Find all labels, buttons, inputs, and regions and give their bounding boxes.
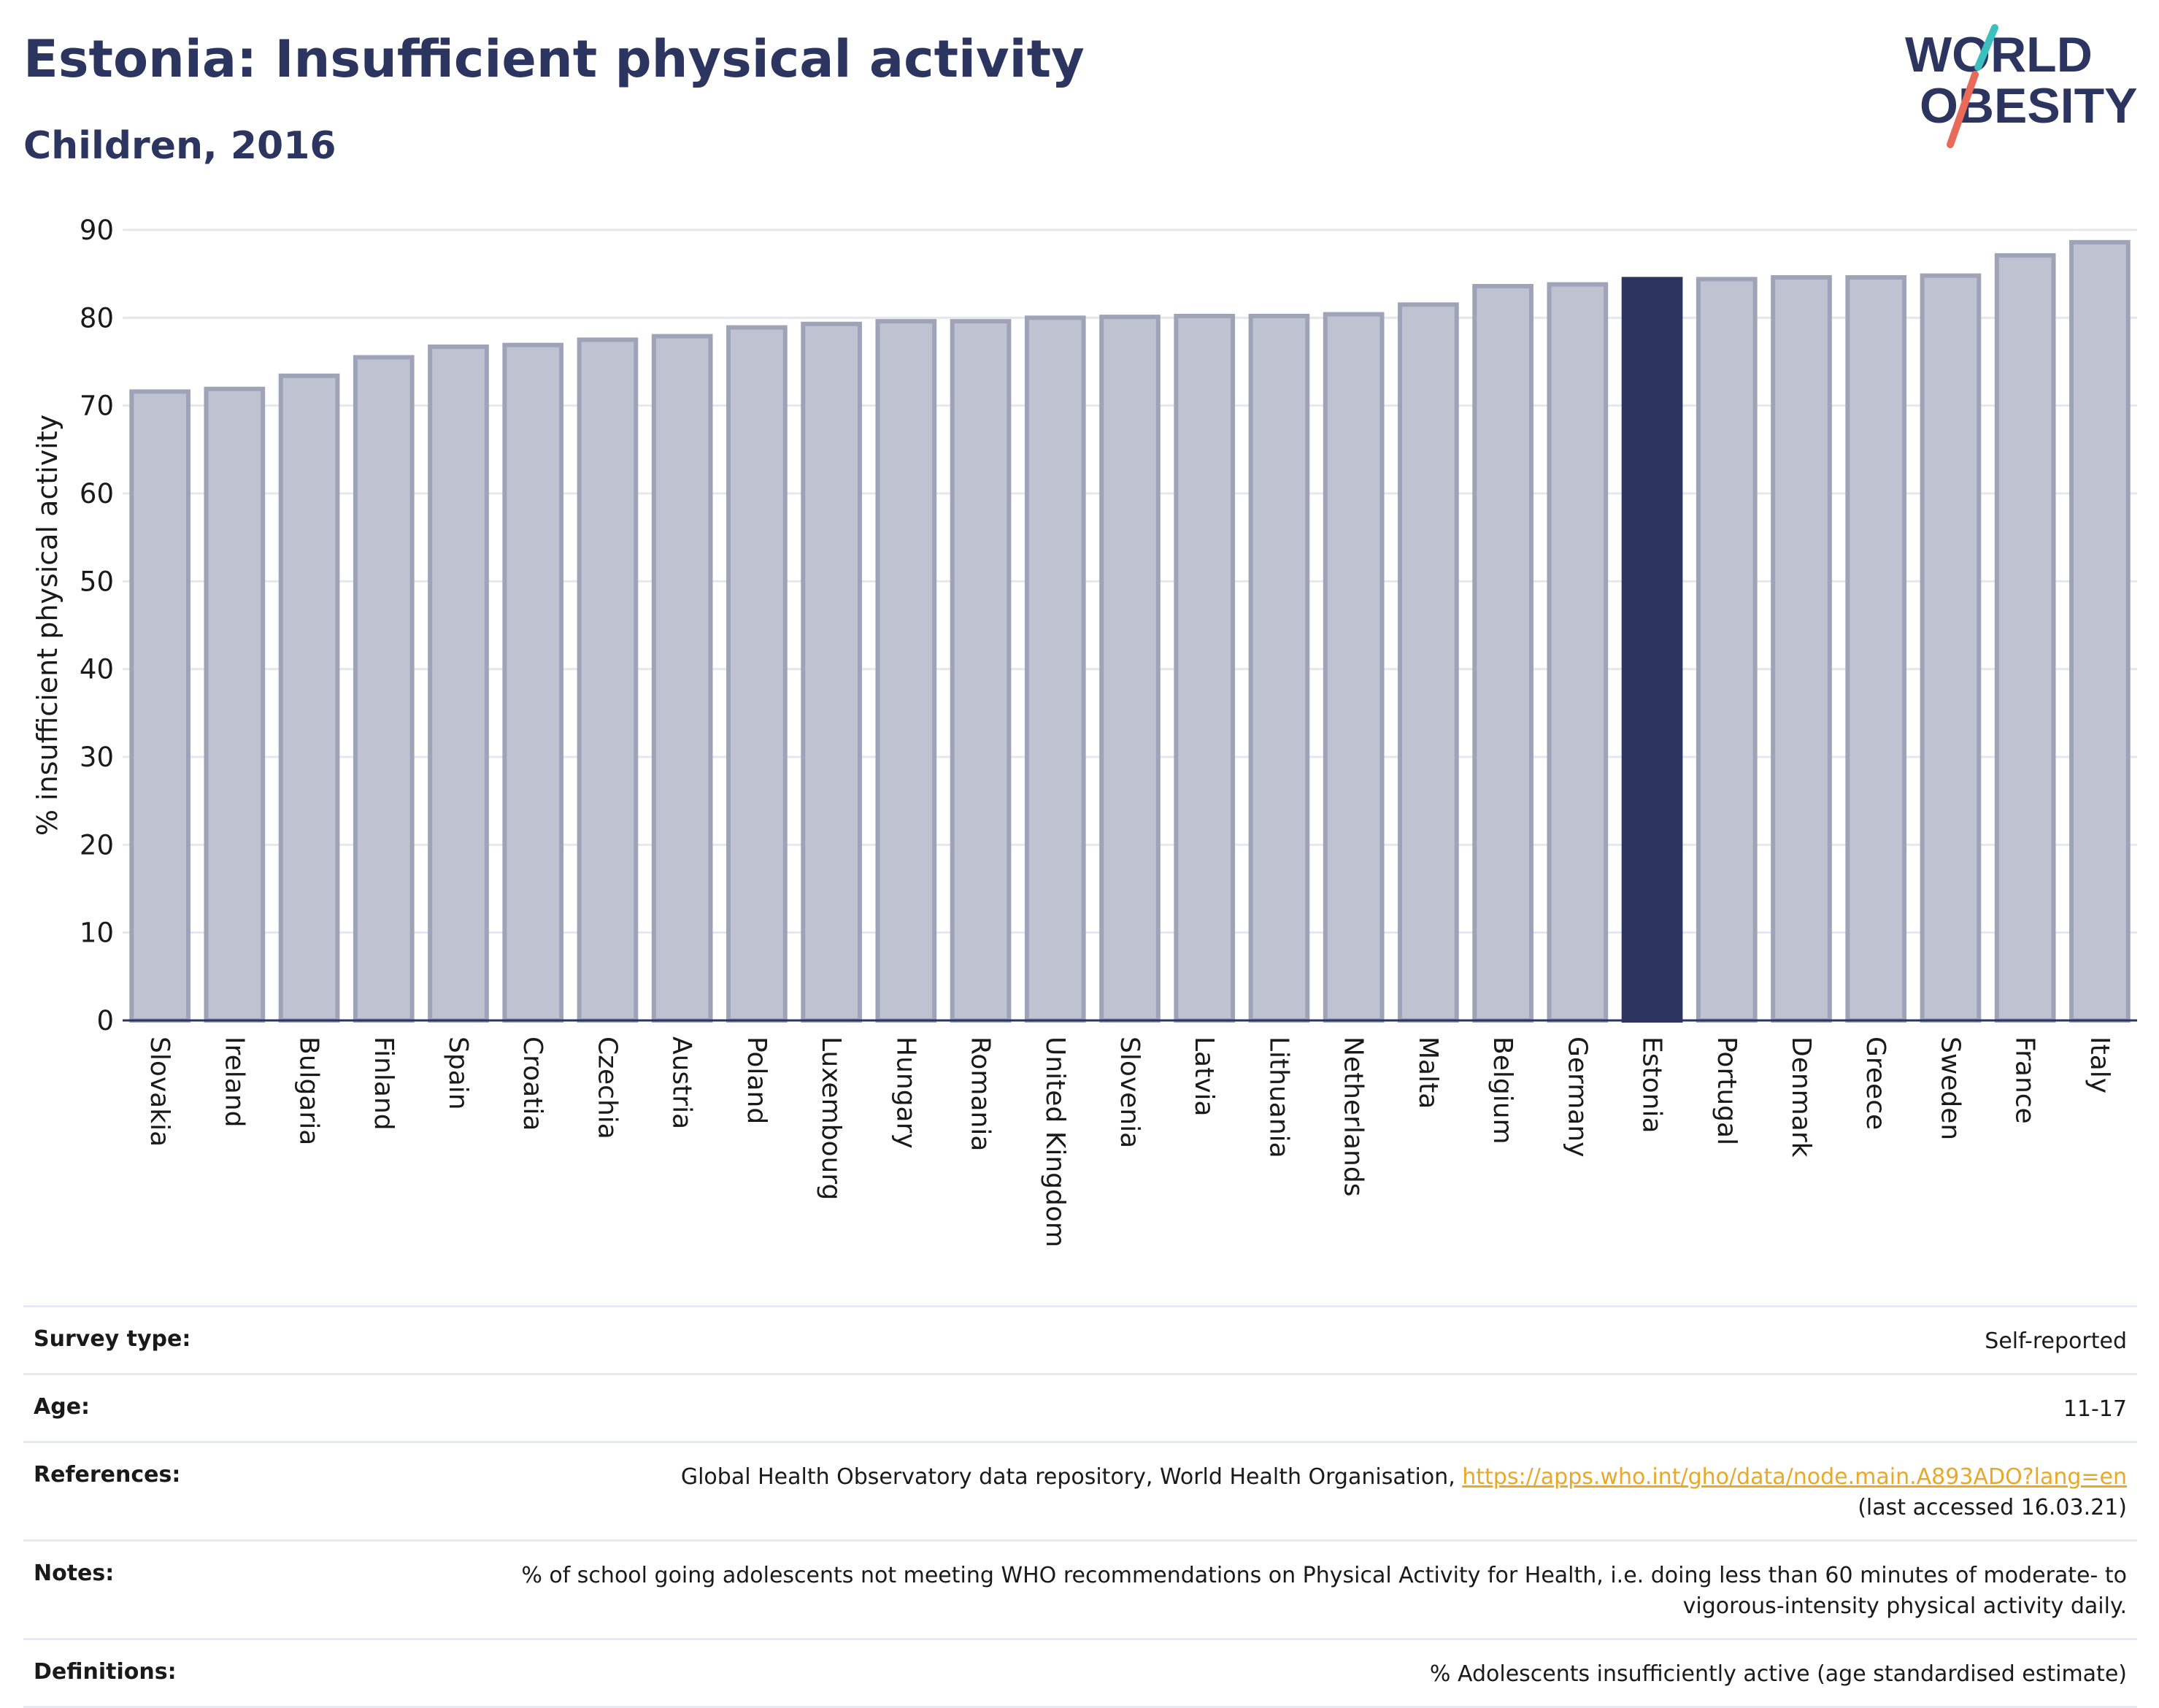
bar: [1994, 253, 2056, 1023]
x-tick-label: Austria: [667, 1036, 697, 1129]
bar: [1771, 274, 1832, 1023]
x-tick-label: Lithuania: [1263, 1036, 1293, 1158]
page-subtitle: Children, 2016: [23, 124, 336, 168]
bar: [651, 334, 713, 1023]
x-tick-label: Latvia: [1189, 1036, 1219, 1117]
bar: [428, 345, 489, 1023]
x-tick-label: Estonia: [1637, 1036, 1667, 1134]
y-tick-label: 0: [96, 1005, 114, 1036]
meta-value-references: Global Health Observatory data repositor…: [681, 1462, 2127, 1523]
x-axis-ticks: Slovakia Ireland Bulgaria Finland Spain Croat…: [145, 1036, 2114, 1247]
bar-highlight: [1621, 277, 1683, 1023]
x-tick-label: Luxembourg: [816, 1036, 846, 1200]
x-tick-label: Greece: [1860, 1036, 1890, 1130]
x-tick-label: Czechia: [592, 1036, 622, 1139]
page-title: Estonia: Insufficient physical activity: [23, 29, 1085, 89]
bar: [502, 342, 564, 1023]
meta-row-notes: Notes: % of school going adolescents not…: [23, 1539, 2137, 1638]
bar: [278, 373, 340, 1023]
meta-value: Self-reported: [1985, 1328, 2127, 1354]
meta-label: Definitions:: [34, 1659, 177, 1685]
y-axis-ticks: 0 10 20 30 40 50 60 70 80 90: [80, 215, 114, 1036]
x-tick-label: Poland: [742, 1036, 771, 1124]
x-tick-label: Sweden: [1935, 1036, 1965, 1140]
meta-value: 11-17: [2063, 1396, 2127, 1422]
x-tick-label: Spain: [443, 1036, 473, 1110]
x-tick-label: Malta: [1413, 1036, 1443, 1109]
bar: [1174, 313, 1236, 1023]
x-tick-label: Slovenia: [1115, 1036, 1144, 1148]
bar: [801, 321, 862, 1023]
meta-label: Notes:: [34, 1561, 115, 1586]
meta-label: References:: [34, 1462, 181, 1488]
bar: [1472, 284, 1533, 1023]
bar: [1696, 277, 1758, 1023]
y-tick-label: 10: [80, 918, 114, 949]
x-tick-label: Bulgaria: [294, 1036, 324, 1145]
bar: [726, 325, 788, 1023]
bar-chart: 0 10 20 30 40 50 60 70 80 90 Slovakia Ireland Bulga…: [31, 215, 2137, 1247]
bar: [1323, 312, 1385, 1023]
meta-row-references: References: Global Health Observatory da…: [23, 1441, 2137, 1539]
reference-link[interactable]: https://apps.who.int/gho/data/node.main.…: [1462, 1464, 2127, 1490]
x-tick-label: Ireland: [219, 1036, 249, 1128]
reference-text: Global Health Observatory data repositor…: [680, 1464, 1463, 1490]
metadata-table: Survey type: Self-reported Age: 11-17 Re…: [23, 1305, 2137, 1708]
y-tick-label: 50: [80, 566, 114, 597]
x-tick-label: Romania: [966, 1036, 996, 1151]
bar: [1248, 313, 1310, 1023]
y-axis-label: % insufficient physical activity: [31, 415, 64, 836]
bar: [1547, 282, 1609, 1023]
x-tick-label: Netherlands: [1339, 1036, 1369, 1196]
meta-label: Age:: [34, 1394, 91, 1420]
y-tick-label: 30: [80, 742, 114, 773]
bar: [353, 355, 415, 1023]
meta-value: % of school going adolescents not meetin…: [521, 1563, 2127, 1619]
y-tick-label: 70: [80, 391, 114, 422]
meta-row-survey-type: Survey type: Self-reported: [23, 1305, 2137, 1373]
x-tick-label: United Kingdom: [1040, 1036, 1070, 1247]
meta-label: Survey type:: [34, 1326, 191, 1352]
logo-word-world: WORLD: [1905, 27, 2093, 82]
x-tick-label: Finland: [369, 1036, 399, 1131]
bar: [1920, 273, 1982, 1023]
bar: [1845, 274, 1907, 1023]
meta-row-definitions: Definitions: % Adolescents insufficientl…: [23, 1638, 2137, 1708]
reference-accessed: (last accessed 16.03.21): [1858, 1495, 2127, 1520]
x-tick-label: Croatia: [517, 1036, 547, 1131]
meta-value: % Adolescents insufficiently active (age…: [1429, 1661, 2127, 1687]
bar: [129, 389, 190, 1023]
logo-slash-coral: [1947, 71, 1979, 148]
bar: [950, 319, 1012, 1023]
bar: [1024, 315, 1086, 1023]
x-tick-label: Italy: [2085, 1036, 2114, 1093]
bar: [204, 386, 266, 1023]
y-tick-label: 60: [80, 478, 114, 509]
bar: [2069, 239, 2131, 1023]
x-tick-label: France: [2010, 1036, 2040, 1124]
logo-slash-teal: [1974, 24, 1998, 71]
bars: [129, 239, 2131, 1023]
x-tick-label: Belgium: [1488, 1036, 1517, 1145]
x-tick-label: Slovakia: [145, 1036, 174, 1147]
y-tick-label: 40: [80, 654, 114, 685]
x-tick-label: Hungary: [890, 1036, 920, 1149]
meta-row-age: Age: 11-17: [23, 1373, 2137, 1441]
x-tick-label: Portugal: [1712, 1036, 1742, 1145]
x-tick-label: Germany: [1562, 1036, 1592, 1157]
bar: [875, 319, 937, 1023]
bar: [577, 337, 639, 1023]
world-obesity-logo: WORLD OBESITY: [1905, 24, 2138, 148]
y-tick-label: 20: [80, 829, 114, 861]
y-tick-label: 90: [80, 215, 114, 246]
bar: [1099, 315, 1161, 1023]
x-tick-label: Denmark: [1786, 1036, 1816, 1158]
y-tick-label: 80: [80, 302, 114, 334]
bar: [1398, 302, 1459, 1023]
